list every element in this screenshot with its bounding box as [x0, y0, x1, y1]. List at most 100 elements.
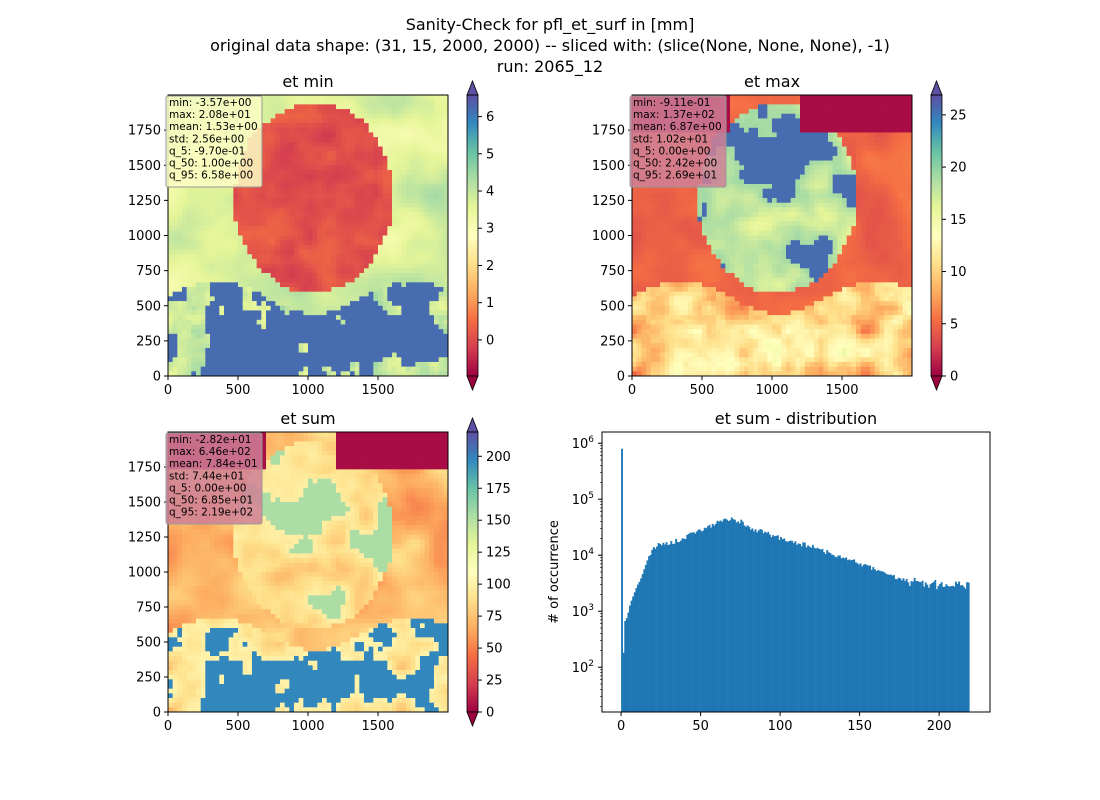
heatmap-cell [336, 146, 342, 152]
heatmap-cell [697, 230, 703, 236]
heatmap-cell [294, 95, 300, 101]
heatmap-cell [224, 329, 230, 335]
heatmap-cell [434, 296, 440, 302]
heatmap-cell [345, 347, 351, 353]
heatmap-cell [424, 141, 430, 147]
heatmap-cell [354, 183, 360, 190]
heatmap-cell [688, 291, 694, 297]
heatmap-cell [331, 169, 337, 176]
heatmap-cell [200, 347, 206, 353]
heatmap-cell [312, 230, 318, 236]
heatmap-cell [322, 99, 328, 105]
heatmap-cell [683, 352, 689, 358]
heatmap-cell [410, 310, 416, 316]
heatmap-cell [720, 258, 726, 264]
heatmap-cell [280, 169, 286, 176]
heatmap-cell [191, 226, 197, 232]
heatmap-cell [331, 305, 337, 311]
heatmap-cell [420, 183, 426, 190]
heatmap-cell [261, 99, 267, 105]
heatmap-cell [322, 113, 328, 119]
heatmap-cell [429, 207, 435, 213]
heatmap-cell [331, 141, 337, 147]
heatmap-cell [308, 183, 314, 190]
heatmap-cell [252, 258, 258, 264]
heatmap-cell [650, 268, 656, 274]
heatmap-cell [720, 287, 726, 293]
y-tick-label: 1750 [128, 124, 161, 139]
heatmap-cell [177, 296, 183, 302]
heatmap-cell [196, 193, 202, 199]
heatmap-cell [205, 301, 211, 307]
heatmap-cell [429, 338, 435, 344]
heatmap-cell [298, 183, 304, 190]
heatmap-cell [308, 324, 314, 330]
heatmap-cell [730, 272, 736, 279]
heatmap-cell [387, 371, 393, 377]
heatmap-cell [664, 324, 670, 330]
heatmap-cell [636, 249, 642, 255]
heatmap-cell [730, 221, 736, 227]
heatmap-cell [443, 113, 449, 119]
heatmap-cell [350, 137, 356, 143]
heatmap-cell [224, 333, 230, 339]
heatmap-cell [415, 235, 421, 241]
heatmap-cell [669, 338, 675, 344]
heatmap-cell [312, 193, 318, 199]
heatmap-cell [378, 146, 384, 152]
heatmap-cell [317, 371, 323, 377]
heatmap-cell [443, 272, 449, 279]
heatmap-cell [317, 183, 323, 190]
heatmap-cell [359, 277, 365, 283]
heatmap-cell [289, 174, 295, 180]
heatmap-cell [429, 287, 435, 293]
heatmap-cell [711, 277, 717, 283]
heatmap-cell [168, 207, 174, 213]
heatmap-cell [224, 198, 230, 204]
heatmap-cell [350, 301, 356, 307]
heatmap-cell [228, 371, 234, 377]
heatmap-cell [186, 291, 192, 297]
heatmap-cell [636, 277, 642, 283]
heatmap-cell [378, 343, 384, 349]
heatmap-cell [280, 212, 286, 218]
heatmap-cell [303, 104, 309, 110]
heatmap-cell [322, 151, 328, 157]
heatmap-cell [702, 301, 708, 307]
heatmap-cell [720, 366, 726, 372]
heatmap-cell [294, 188, 300, 194]
heatmap-cell [177, 193, 183, 199]
heatmap-cell [711, 240, 717, 246]
heatmap-cell [641, 305, 647, 311]
heatmap-cell [214, 361, 220, 368]
heatmap-cell [228, 329, 234, 335]
heatmap-cell [303, 277, 309, 283]
heatmap-cell [252, 319, 258, 325]
heatmap-cell [669, 366, 675, 372]
heatmap-cell [210, 188, 216, 194]
heatmap-cell [434, 287, 440, 293]
heatmap-cell [424, 202, 430, 208]
heatmap-cell [429, 347, 435, 353]
heatmap-cell [434, 352, 440, 358]
heatmap-cell [350, 188, 356, 194]
heatmap-cell [636, 291, 642, 297]
heatmap-cell [443, 146, 449, 152]
heatmap-cell [228, 221, 234, 227]
heatmap-cell [317, 268, 323, 274]
heatmap-cell [424, 212, 430, 218]
heatmap-cell [702, 221, 708, 227]
heatmap-cell [280, 333, 286, 339]
heatmap-cell [364, 207, 370, 213]
heatmap-cell [443, 212, 449, 218]
heatmap-cell [438, 193, 444, 199]
heatmap-cell [641, 352, 647, 358]
heatmap-cell [429, 249, 435, 255]
heatmap-cell [238, 366, 244, 372]
heatmap-cell [308, 235, 314, 241]
heatmap-cell [382, 301, 388, 307]
heatmap-cell [280, 343, 286, 349]
heatmap-cell [303, 221, 309, 227]
heatmap-cell [210, 277, 216, 283]
heatmap-cell [280, 141, 286, 147]
